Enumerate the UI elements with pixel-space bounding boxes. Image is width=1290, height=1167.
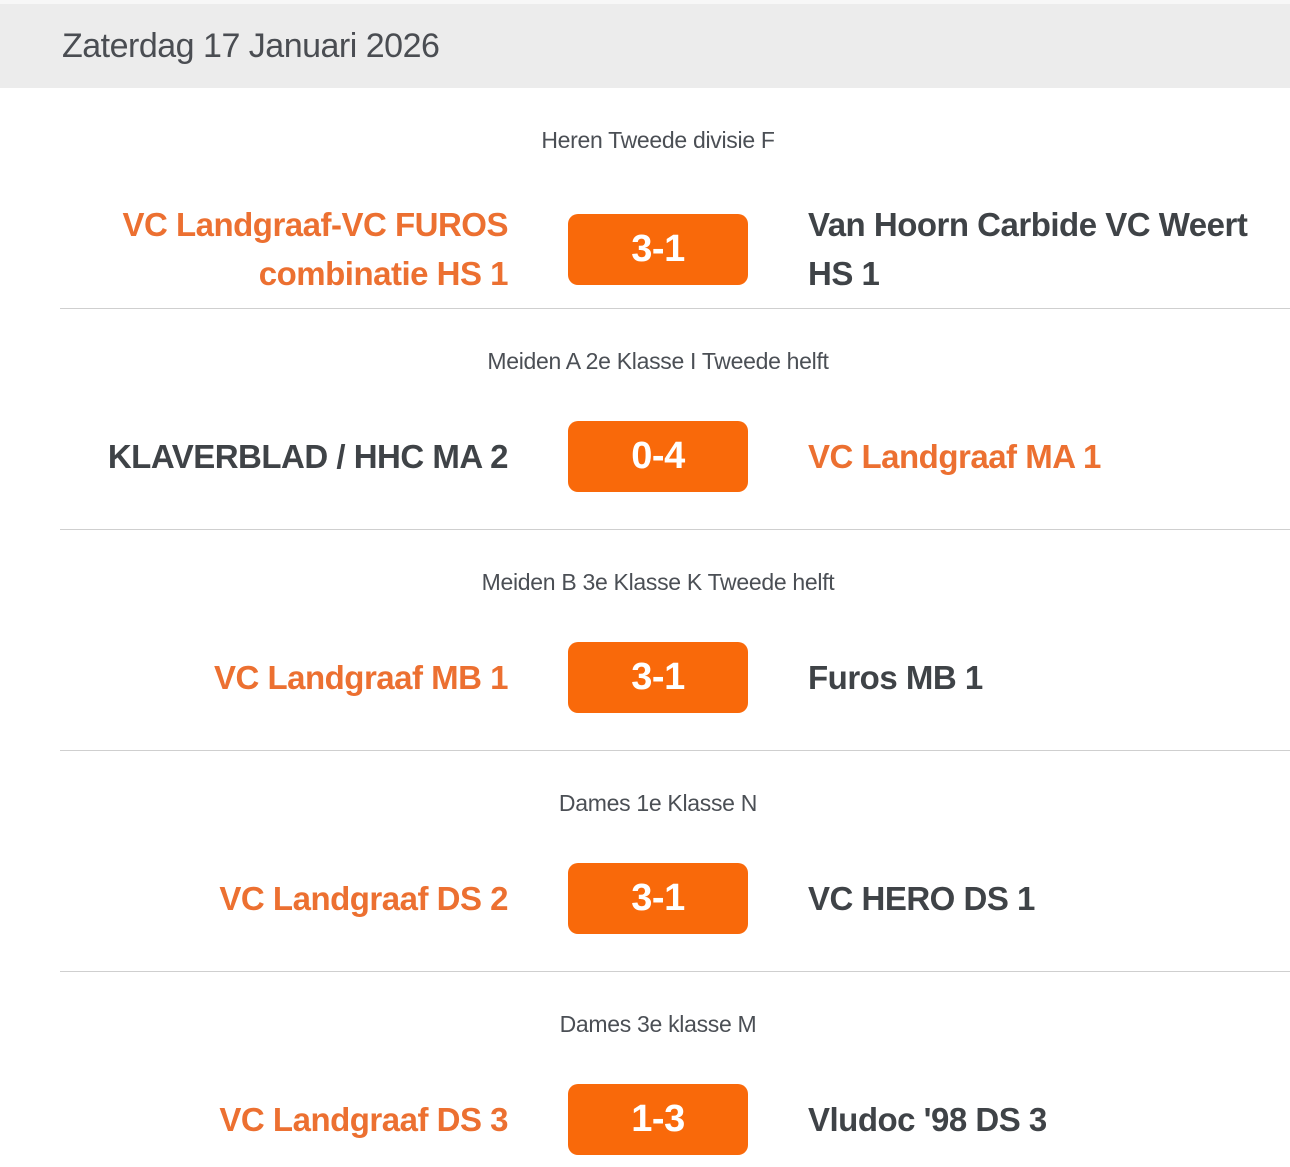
match-row: Dames 3e klasse M VC Landgraaf DS 3 1-3 … xyxy=(60,972,1290,1167)
home-team-link[interactable]: VC Landgraaf DS 3 xyxy=(219,1101,508,1138)
away-team-link[interactable]: Van Hoorn Carbide VC Weert HS 1 xyxy=(808,206,1248,292)
match-row: Meiden B 3e Klasse K Tweede helft VC Lan… xyxy=(60,530,1290,751)
competition-label: Dames 3e klasse M xyxy=(559,1011,757,1037)
page-top-strip xyxy=(0,0,1290,4)
home-team-link[interactable]: VC Landgraaf DS 2 xyxy=(219,880,508,917)
away-team-link[interactable]: Vludoc '98 DS 3 xyxy=(808,1101,1047,1138)
match-row: Dames 1e Klasse N VC Landgraaf DS 2 3-1 … xyxy=(60,751,1290,972)
match-score-row: VC Landgraaf DS 2 3-1 VC HERO DS 1 xyxy=(60,863,1290,934)
match-score-row: KLAVERBLAD / HHC MA 2 0-4 VC Landgraaf M… xyxy=(60,421,1290,492)
score-badge[interactable]: 3-1 xyxy=(568,213,748,285)
match-row: Meiden A 2e Klasse I Tweede helft KLAVER… xyxy=(60,309,1290,530)
away-team-link[interactable]: VC HERO DS 1 xyxy=(808,880,1035,917)
home-team-link[interactable]: KLAVERBLAD / HHC MA 2 xyxy=(107,438,509,475)
competition-label: Dames 1e Klasse N xyxy=(558,790,758,816)
home-team-link[interactable]: VC Landgraaf-VC FUROS combinatie HS 1 xyxy=(122,206,508,292)
match-list: Heren Tweede divisie F VC Landgraaf-VC F… xyxy=(0,88,1290,1167)
home-team-link[interactable]: VC Landgraaf MB 1 xyxy=(213,659,509,696)
match-row: Heren Tweede divisie F VC Landgraaf-VC F… xyxy=(60,88,1290,309)
match-score-row: VC Landgraaf MB 1 3-1 Furos MB 1 xyxy=(60,642,1290,713)
date-header-title: Zaterdag 17 Januari 2026 xyxy=(62,26,440,65)
score-badge[interactable]: 3-1 xyxy=(568,642,748,713)
match-score-row: VC Landgraaf-VC FUROS combinatie HS 1 3-… xyxy=(60,200,1290,292)
competition-label: Meiden B 3e Klasse K Tweede helft xyxy=(481,569,835,595)
competition-label: Meiden A 2e Klasse I Tweede helft xyxy=(487,348,829,374)
score-badge[interactable]: 0-4 xyxy=(568,421,748,492)
away-team-link[interactable]: VC Landgraaf MA 1 xyxy=(808,438,1101,475)
away-team-link[interactable]: Furos MB 1 xyxy=(808,659,983,696)
match-score-row: VC Landgraaf DS 3 1-3 Vludoc '98 DS 3 xyxy=(60,1084,1290,1155)
score-badge[interactable]: 1-3 xyxy=(568,1084,748,1155)
score-badge[interactable]: 3-1 xyxy=(568,863,748,934)
competition-label: Heren Tweede divisie F xyxy=(541,127,775,153)
date-header: Zaterdag 17 Januari 2026 xyxy=(0,4,1290,88)
